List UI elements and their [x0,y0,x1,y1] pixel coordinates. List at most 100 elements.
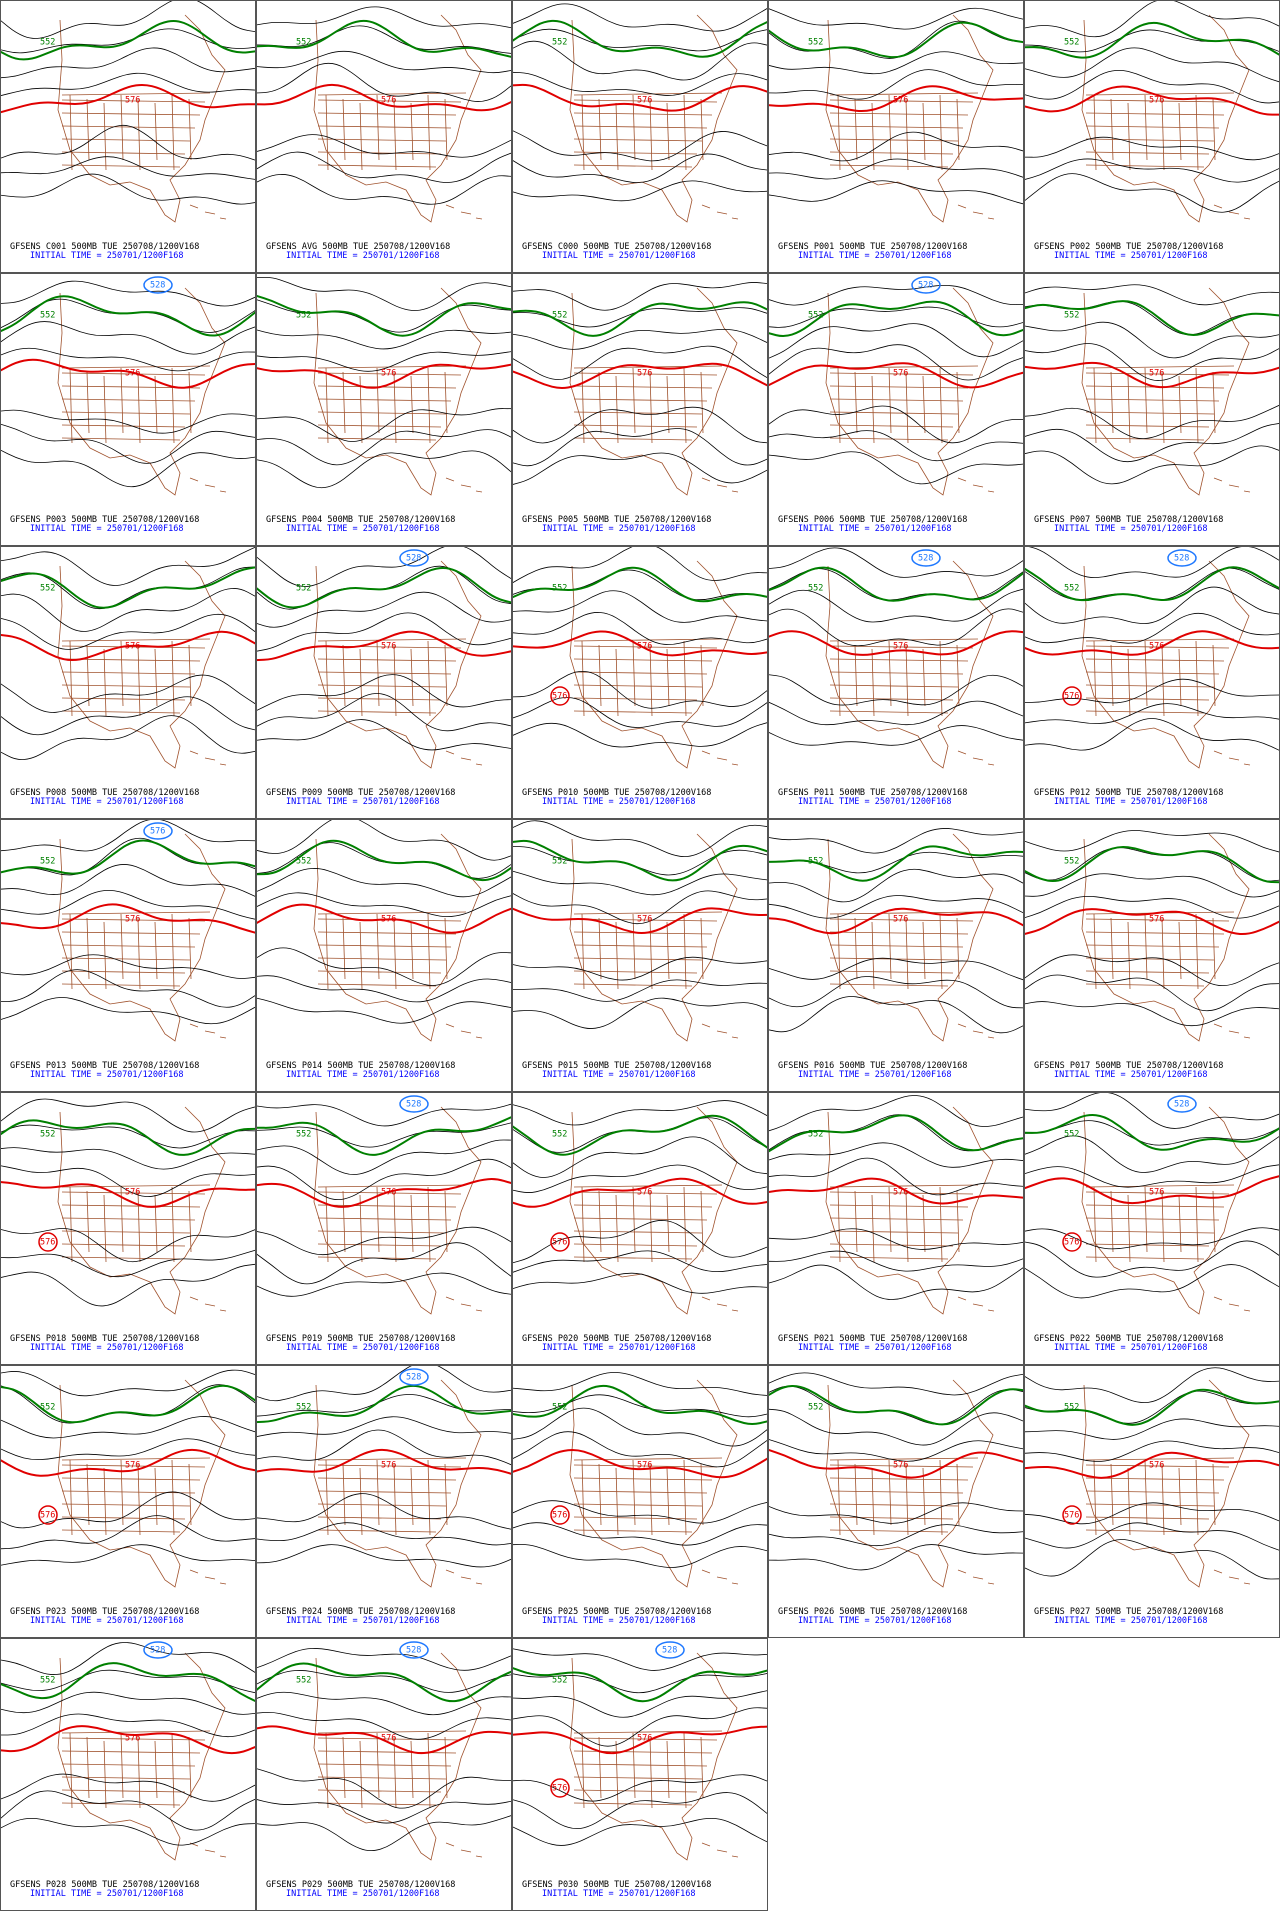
islands [1213,1023,1251,1039]
state-line [922,102,926,161]
state-borders [57,1106,227,1315]
state-line [956,98,960,161]
contour [0,1790,256,1831]
panel-border [512,1092,768,1365]
contour [256,591,512,628]
coastline [1081,833,1250,1042]
state-line [829,710,949,714]
coastline [825,287,994,496]
panel-initial-time: INITIAL TIME = 250701/1200F168 [542,1070,696,1080]
panel-border [1024,1365,1280,1638]
high-center [550,686,570,706]
contour-552 [768,566,1024,602]
panel-caption: GFSENS P009 500MB TUE 250708/1200V168 [266,788,455,798]
contour-label: 576 [125,1734,140,1744]
contour-576 [1024,361,1280,389]
contour-label: 528 [918,281,933,291]
state-line [939,1459,943,1536]
contour-552 [512,839,768,882]
state-line [188,1736,192,1799]
contour [768,1524,1024,1547]
state-line [573,125,708,129]
state-line [1085,931,1225,935]
contour [768,7,1024,30]
state-line [1161,1190,1165,1263]
panel-border [1024,546,1280,819]
state-line [573,437,693,441]
contour-label: 576 [125,1188,140,1198]
state-line [137,917,141,990]
state-line [829,671,964,675]
state-line [410,102,414,161]
contour [0,1249,256,1278]
state-line [1178,1467,1182,1526]
state-line [317,125,452,129]
panel-border [768,546,1024,819]
contour [1024,1164,1280,1188]
state-line [922,921,926,980]
state-line [573,1737,718,1741]
contour-label: 552 [296,311,311,321]
state-line [573,1230,703,1234]
state-line [317,658,457,662]
panel-content: 552 576 576 [0,819,256,1042]
contour-label: 576 [637,915,652,925]
state-line [317,1737,462,1741]
panel-border [512,819,768,1092]
contour-576 [768,1448,1024,1479]
contour-552 [256,19,512,58]
state-line [359,102,363,171]
state-line [444,371,448,434]
contour [0,1416,256,1439]
contour-552 [1024,845,1280,884]
state-line [829,1516,954,1520]
state-line [1085,411,1215,415]
contour-label: 576 [552,1784,567,1794]
state-line [1161,917,1165,990]
contour-552 [256,294,512,337]
panel-content: 552 576 [768,7,1024,223]
state-line [1110,1190,1114,1253]
state-line [871,921,875,990]
coastline [825,1106,994,1315]
state-line [1127,375,1131,444]
contour-552 [512,19,768,58]
state-line [86,371,90,434]
state-line [317,944,452,948]
coastline [1081,560,1250,769]
islands [957,750,995,766]
contour-label: 576 [1149,96,1164,106]
contour-576 [512,1177,768,1208]
contour-label: 528 [150,1646,165,1656]
state-line [410,375,414,434]
contour [256,1711,512,1740]
map-panel: 552 576 576 528 GFSENS P030 500MB TUE 250708… [512,1638,768,1911]
state-line [171,1732,175,1809]
contour-552 [512,1666,768,1703]
islands [957,1569,995,1585]
panel-caption: GFSENS P029 500MB TUE 250708/1200V168 [266,1880,455,1890]
contour [768,1142,1024,1168]
islands [701,1569,739,1585]
state-line [598,917,602,980]
contour [0,1147,256,1170]
state-line [573,658,713,662]
panel-initial-time: INITIAL TIME = 250701/1200F168 [286,524,440,534]
contour [768,895,1024,919]
state-line [1110,371,1114,434]
contour [256,174,512,205]
contour-label: 552 [40,584,55,594]
state-line [615,1194,619,1263]
state-line [61,411,191,415]
panel-initial-time: INITIAL TIME = 250701/1200F168 [1054,1616,1208,1626]
map-panel: 552 576 528 GFSENS P029 500MB TUE 250708/12… [256,1638,512,1911]
border-line [61,638,211,642]
panel-caption: GFSENS P022 500MB TUE 250708/1200V168 [1034,1334,1223,1344]
panel-caption: GFSENS P012 500MB TUE 250708/1200V168 [1034,788,1223,798]
state-line [342,98,346,161]
state-line [666,1194,670,1253]
state-line [1085,957,1215,961]
state-line [154,102,158,161]
state-line [939,913,943,990]
